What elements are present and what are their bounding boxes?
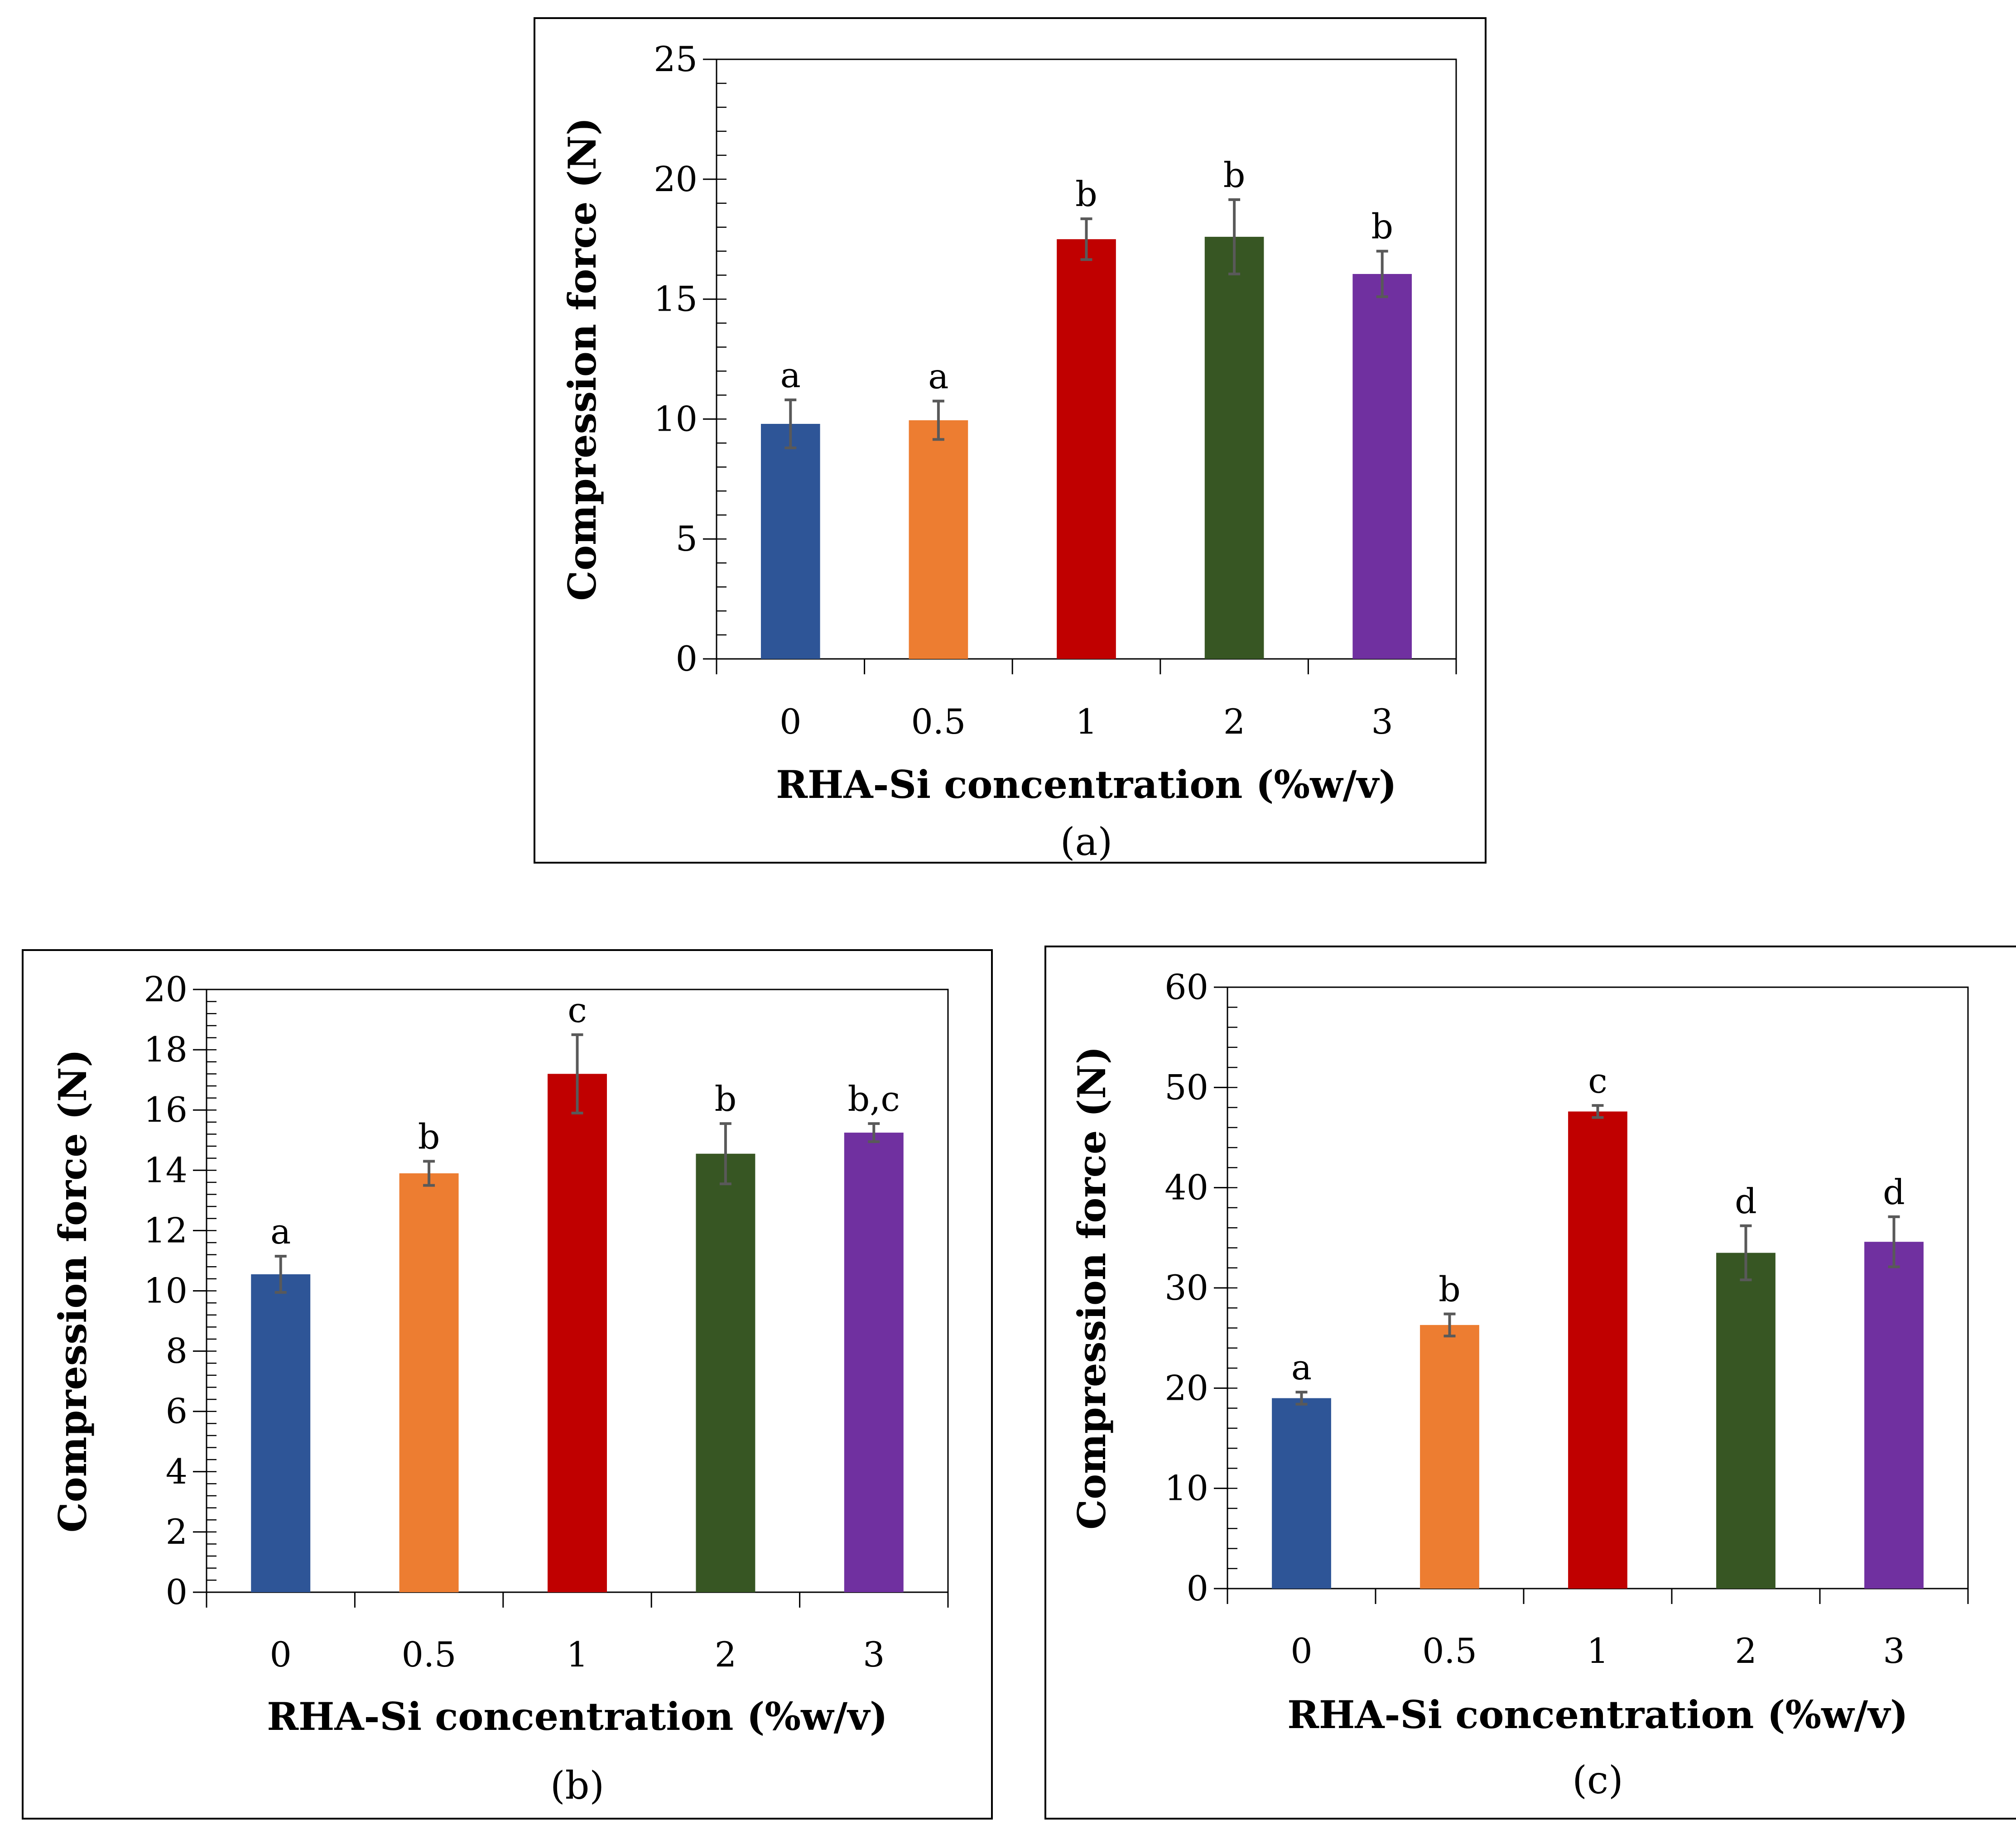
x-tick-label: 3 (1883, 1631, 1905, 1671)
bar-0 (760, 423, 820, 659)
x-tick-label: 0.5 (402, 1634, 457, 1675)
significance-label: d (1735, 1181, 1757, 1221)
y-tick-label: 30 (1164, 1268, 1208, 1308)
x-tick-label: 0 (270, 1634, 292, 1675)
bar-2 (1204, 236, 1264, 659)
y-tick-label: 18 (144, 1029, 188, 1070)
significance-label: b (1439, 1269, 1461, 1310)
y-tick-label: 25 (654, 39, 698, 79)
y-tick-label: 14 (144, 1150, 188, 1190)
y-tick-label: 6 (166, 1391, 188, 1431)
significance-label: b,c (848, 1079, 900, 1119)
bar-0.5 (909, 420, 968, 659)
x-tick-label: 0.5 (1422, 1631, 1477, 1671)
y-tick-label: 12 (144, 1210, 188, 1250)
x-tick-label: 1 (1587, 1631, 1608, 1671)
panel-frame (1044, 946, 2016, 1820)
significance-label: c (1588, 1061, 1607, 1101)
y-tick-label: 4 (166, 1451, 188, 1492)
y-tick-label: 0 (166, 1572, 188, 1612)
significance-label: c (568, 990, 587, 1030)
significance-label: b (1371, 206, 1393, 247)
y-tick-label: 20 (654, 159, 698, 199)
y-tick-label: 15 (654, 279, 698, 319)
y-tick-label: 5 (676, 519, 698, 559)
y-axis-title: Compression force (N) (1069, 1046, 1114, 1530)
x-tick-label: 3 (863, 1634, 885, 1675)
significance-label: d (1883, 1172, 1905, 1212)
x-axis-title: RHA-Si concentration (%w/v) (1287, 1692, 1908, 1737)
y-tick-label: 20 (144, 969, 188, 1009)
y-tick-label: 0 (1187, 1568, 1208, 1609)
x-axis-title: RHA-Si concentration (%w/v) (267, 1694, 888, 1739)
y-tick-label: 40 (1164, 1167, 1208, 1208)
y-axis-title: Compression force (N) (560, 117, 605, 601)
bar-1 (1057, 239, 1116, 659)
y-axis-title: Compression force (N) (50, 1049, 95, 1533)
x-tick-label: 2 (1735, 1631, 1756, 1671)
x-tick-label: 0.5 (911, 701, 966, 742)
y-tick-label: 8 (166, 1331, 188, 1371)
y-tick-label: 10 (1164, 1468, 1208, 1508)
significance-label: a (780, 355, 801, 395)
bar-0.5 (1420, 1325, 1479, 1589)
y-tick-label: 10 (144, 1271, 188, 1311)
chart-panel-b: 0 2 4 6 8 10 12 14 16 18 20 a 0 b 0.5 c 1 b 2 b,c 3 RHA-Si co… (22, 949, 993, 1820)
y-tick-label: 2 (166, 1512, 188, 1552)
bar-3 (1864, 1242, 1924, 1589)
significance-label: b (1223, 155, 1246, 195)
y-tick-label: 20 (1164, 1368, 1208, 1408)
y-tick-label: 60 (1164, 967, 1208, 1007)
x-tick-label: 1 (1075, 701, 1097, 742)
panel-label: (c) (1572, 1758, 1623, 1802)
bar-2 (1716, 1253, 1775, 1589)
significance-label: b (1075, 174, 1097, 214)
x-axis-title: RHA-Si concentration (%w/v) (776, 762, 1397, 807)
panel-label: (b) (550, 1763, 604, 1808)
significance-label: b (715, 1079, 737, 1119)
bar-3 (844, 1133, 904, 1592)
x-tick-label: 0 (779, 701, 801, 742)
panel-frame (534, 17, 1487, 864)
y-tick-label: 0 (676, 639, 698, 679)
bar-1 (548, 1074, 607, 1592)
significance-label: a (1291, 1347, 1312, 1388)
chart-panel-c: 0 10 20 30 40 50 60 a 0 b 0.5 c 1 d 2 d 3 RHA-Si concentr… (1044, 946, 2016, 1820)
x-tick-label: 2 (715, 1634, 736, 1675)
x-tick-label: 1 (566, 1634, 588, 1675)
x-tick-label: 2 (1223, 701, 1245, 742)
panel-frame (22, 949, 993, 1820)
significance-label: a (270, 1211, 291, 1252)
y-tick-label: 50 (1164, 1067, 1208, 1107)
significance-label: b (418, 1116, 440, 1157)
bar-2 (696, 1153, 755, 1592)
chart-panel-a: 0 5 10 15 20 25 a 0 a 0.5 b 1 b 2 b 3 RHA-Si concentrati… (534, 17, 1487, 864)
x-tick-label: 3 (1371, 701, 1393, 742)
bar-3 (1352, 274, 1412, 659)
panel-label: (a) (1060, 820, 1113, 864)
y-tick-label: 10 (654, 399, 698, 439)
bar-0.5 (399, 1173, 459, 1592)
significance-label: a (928, 356, 948, 397)
bar-0 (251, 1274, 311, 1592)
y-tick-label: 16 (144, 1090, 188, 1130)
bar-1 (1568, 1111, 1627, 1589)
bar-0 (1272, 1398, 1331, 1589)
x-tick-label: 0 (1290, 1631, 1312, 1671)
